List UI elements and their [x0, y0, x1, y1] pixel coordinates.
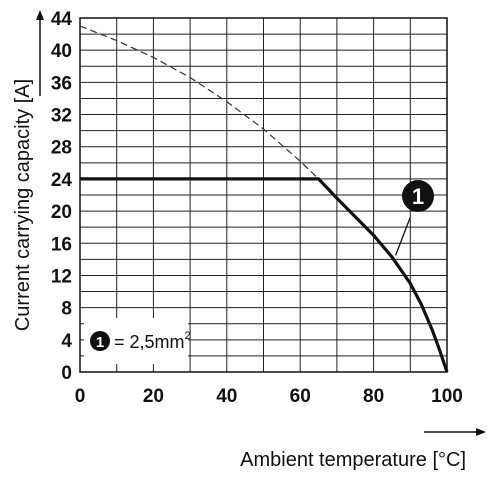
- annotation-badge-label: 1: [412, 184, 424, 209]
- legend-badge: [90, 331, 110, 351]
- y-axis-arrowhead: [36, 10, 44, 20]
- series-line-solid: [80, 177, 449, 373]
- y-axis-title: Current carrying capacity [A]: [12, 79, 34, 331]
- grid: [79, 17, 448, 373]
- legend-label: = 2,5mm: [114, 332, 185, 352]
- y-tick-label: 28: [51, 138, 72, 159]
- series-line-dashed: [79, 25, 319, 180]
- x-tick-label: 60: [290, 386, 311, 407]
- legend-text: = 2,5mm2: [114, 330, 191, 352]
- annotation-leader: [395, 217, 411, 256]
- annotation: 1: [395, 180, 434, 256]
- y-tick-label: 36: [51, 73, 72, 94]
- y-tick-label: 44: [51, 9, 73, 30]
- x-tick-label: 0: [75, 386, 86, 407]
- y-tick-label: 8: [61, 299, 72, 320]
- y-tick-label: 4: [61, 331, 72, 352]
- legend-badge-label: 1: [96, 334, 104, 351]
- annotation-badge: [402, 180, 434, 212]
- legend: 1 = 2,5mm2: [84, 318, 191, 364]
- y-tick-label: 16: [51, 234, 72, 255]
- y-tick-label: 40: [51, 41, 72, 62]
- x-axis-title: Ambient temperature [°C]: [240, 449, 466, 471]
- y-tick-label: 20: [51, 202, 72, 223]
- plot-frame: [79, 17, 448, 373]
- x-tick-label: 100: [431, 386, 463, 407]
- y-tick-label: 12: [51, 266, 72, 287]
- legend-superscript: 2: [185, 330, 191, 342]
- y-tick-label: 32: [51, 106, 72, 127]
- y-tick-label: 0: [61, 363, 72, 384]
- y-tick-label: 24: [51, 170, 73, 191]
- series-lines: [79, 25, 449, 373]
- x-axis-arrowhead: [476, 428, 486, 436]
- x-tick-label: 80: [363, 386, 384, 407]
- x-tick-label: 20: [143, 386, 164, 407]
- x-tick-label: 40: [216, 386, 237, 407]
